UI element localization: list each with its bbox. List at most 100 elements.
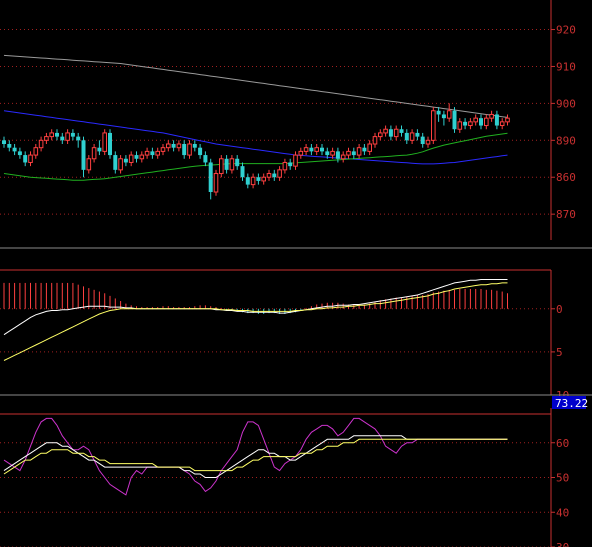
candle-body (409, 132, 415, 141)
candle-body (28, 154, 33, 163)
y-tick-label: 0 (556, 303, 563, 316)
candle-body (468, 121, 473, 127)
y-tick-label: 860 (556, 171, 576, 184)
y-tick-label: 50 (556, 472, 569, 485)
candle-body (224, 158, 229, 170)
candle-body (393, 128, 399, 138)
candle-body (441, 114, 446, 119)
candle-body (166, 143, 171, 149)
candle-body (128, 154, 134, 163)
candle-body (446, 110, 452, 119)
candle-body (457, 121, 463, 130)
candle-body (277, 169, 282, 178)
candle-body (60, 136, 65, 141)
candle-body (182, 144, 187, 156)
candle-body (282, 161, 288, 171)
candle-body (356, 147, 362, 156)
candle-body (55, 132, 59, 137)
candle-body (415, 132, 420, 137)
candle-body (171, 144, 176, 148)
moving-average-line (3, 110, 508, 165)
candle-body (76, 136, 81, 141)
candle-body (505, 117, 510, 123)
candle-body (86, 158, 92, 171)
candle-body (335, 151, 340, 159)
candle-body (38, 139, 44, 149)
price-panel: 870 860 890 900 910 920 (0, 0, 576, 240)
candle-body (123, 158, 128, 163)
candle-body (484, 117, 489, 127)
y-tick-label: 870 (556, 208, 576, 221)
candle-body (176, 143, 182, 149)
candle-body (213, 173, 219, 193)
candle-body (293, 154, 298, 167)
candle-body (303, 147, 309, 152)
candle-body (118, 158, 123, 171)
candle-body (150, 151, 155, 156)
candle-body (245, 177, 250, 185)
candle-body (399, 129, 404, 133)
candle-body (219, 158, 224, 175)
candle-body (192, 144, 197, 148)
y-tick-label: 910 (556, 60, 576, 73)
candle-body (7, 144, 12, 148)
candle-body (288, 162, 293, 167)
candle-body (489, 113, 494, 119)
candle-body (134, 155, 139, 159)
candle-body (240, 166, 245, 178)
candle-body (250, 176, 256, 186)
candle-body (383, 128, 388, 134)
macd-dea-line (3, 282, 508, 361)
candle-body (235, 158, 240, 167)
macd-diff-line (3, 279, 508, 336)
candle-body (309, 147, 314, 152)
candle-body (97, 147, 102, 152)
candle-body (113, 155, 118, 170)
candle-body (346, 150, 351, 156)
candle-body (340, 154, 346, 160)
candle-body (261, 176, 266, 182)
oscillator-panel: 30 40 50 60 (0, 408, 569, 547)
candle-body (187, 143, 192, 156)
candle-body (12, 147, 17, 152)
candle-body (367, 143, 372, 152)
candle-body (404, 132, 409, 141)
candle-body (463, 121, 468, 126)
candle-body (65, 132, 70, 141)
candle-body (372, 136, 378, 145)
candle-body (208, 162, 213, 192)
candle-body (452, 110, 457, 130)
value-tag-text: 73.22 (555, 397, 588, 410)
candle-body (91, 147, 97, 160)
candle-body (23, 155, 28, 163)
candle-body (272, 173, 277, 178)
y-tick-label: 900 (556, 97, 576, 110)
candle-body (229, 158, 235, 171)
candle-body (425, 139, 431, 145)
candle-body (70, 132, 75, 137)
candle-body (44, 136, 49, 141)
candle-body (431, 110, 436, 141)
candle-body (325, 151, 330, 156)
y-tick-label: 60 (556, 437, 569, 450)
candle-body (144, 150, 150, 156)
oscillator-line (3, 438, 508, 475)
candle-body (351, 151, 356, 156)
moving-average-line (3, 132, 508, 181)
y-tick-label: 920 (556, 24, 576, 37)
candle-body (499, 121, 505, 127)
candle-body (436, 110, 441, 115)
candle-body (388, 129, 393, 137)
value-tag: 73.22 (552, 396, 588, 410)
candle-body (33, 147, 39, 156)
candle-body (2, 140, 6, 144)
candle-body (266, 173, 272, 178)
candle-body (81, 140, 86, 170)
y-tick-label: 40 (556, 506, 569, 519)
candle-body (108, 132, 112, 156)
candle-body (420, 136, 425, 144)
candle-body (330, 150, 335, 156)
macd-panel: 0510 (0, 269, 569, 402)
moving-average-line (3, 54, 508, 118)
